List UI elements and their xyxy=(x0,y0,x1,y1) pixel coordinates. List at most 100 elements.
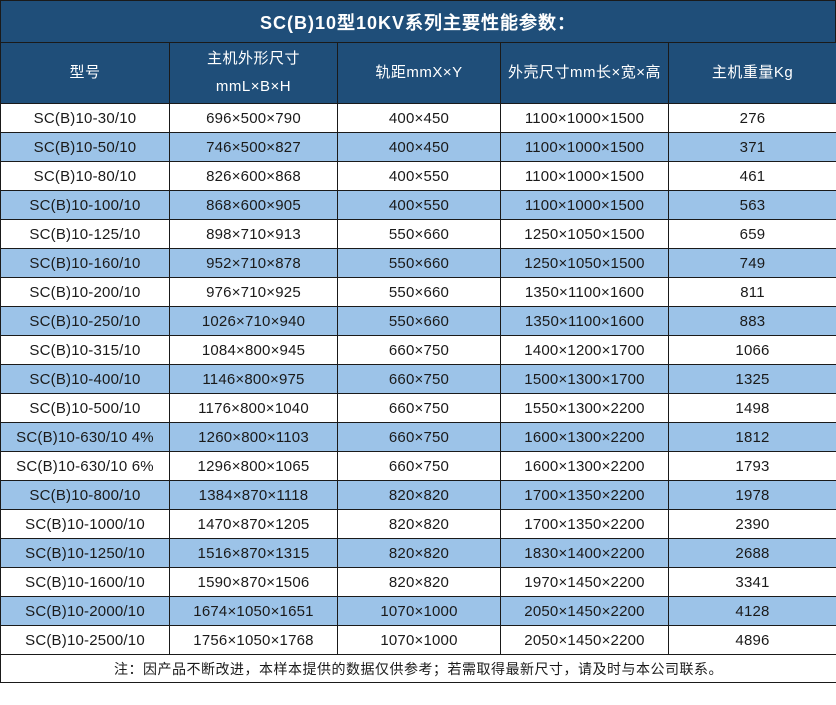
table-row: SC(B)10-200/10 976×710×925 550×660 1350×110… xyxy=(0,277,836,307)
table-cell: SC(B)10-2000/10 xyxy=(0,596,170,626)
table-cell: 461 xyxy=(668,161,836,191)
table-cell: 952×710×878 xyxy=(169,248,338,278)
table-cell: 1070×1000 xyxy=(337,625,501,655)
note-row: 注：因产品不断改进，本样本提供的数据仅供参考；若需取得最新尺寸，请及时与本公司联… xyxy=(0,654,836,683)
table-cell: 1260×800×1103 xyxy=(169,422,338,452)
table-cell: 2688 xyxy=(668,538,836,568)
table-body: SC(B)10-30/10 696×500×790 400×450 1100×1000… xyxy=(0,103,836,655)
table-cell: 1384×870×1118 xyxy=(169,480,338,510)
table-cell: 1400×1200×1700 xyxy=(500,335,669,365)
table-cell: 1812 xyxy=(668,422,836,452)
table-cell: SC(B)10-400/10 xyxy=(0,364,170,394)
table-cell: 3341 xyxy=(668,567,836,597)
table-cell: 1250×1050×1500 xyxy=(500,248,669,278)
table-cell: 1793 xyxy=(668,451,836,481)
table-cell: SC(B)10-800/10 xyxy=(0,480,170,510)
table-cell: 1470×870×1205 xyxy=(169,509,338,539)
table-cell: 1100×1000×1500 xyxy=(500,103,669,133)
table-cell: 2050×1450×2200 xyxy=(500,596,669,626)
table-cell: 820×820 xyxy=(337,480,501,510)
table-cell: 1516×870×1315 xyxy=(169,538,338,568)
table-row: SC(B)10-2500/10 1756×1050×1768 1070×1000 20… xyxy=(0,625,836,655)
table-footer: 注：因产品不断改进，本样本提供的数据仅供参考；若需取得最新尺寸，请及时与本公司联… xyxy=(0,654,836,683)
table-cell: 1325 xyxy=(668,364,836,394)
table-cell: SC(B)10-500/10 xyxy=(0,393,170,423)
table-cell: 1100×1000×1500 xyxy=(500,161,669,191)
table-cell: 1500×1300×1700 xyxy=(500,364,669,394)
table-cell: 563 xyxy=(668,190,836,220)
table-cell: 1498 xyxy=(668,393,836,423)
table-cell: SC(B)10-1600/10 xyxy=(0,567,170,597)
table-cell: SC(B)10-1000/10 xyxy=(0,509,170,539)
table-row: SC(B)10-630/10 4% 1260×800×1103 660×750 160… xyxy=(0,422,836,452)
table-cell: 749 xyxy=(668,248,836,278)
table-cell: 550×660 xyxy=(337,248,501,278)
table-cell: 660×750 xyxy=(337,364,501,394)
table-row: SC(B)10-50/10 746×500×827 400×450 1100×1000… xyxy=(0,132,836,162)
table-cell: 1600×1300×2200 xyxy=(500,422,669,452)
table-row: SC(B)10-80/10 826×600×868 400×550 1100×1000… xyxy=(0,161,836,191)
table-cell: 1970×1450×2200 xyxy=(500,567,669,597)
table-cell: 1176×800×1040 xyxy=(169,393,338,423)
table-header: 型号 主机外形尺寸 mmL×B×H 轨距mmX×Y 外壳尺寸mm长×宽×高 主机重量Kg xyxy=(0,42,836,104)
table-cell: 660×750 xyxy=(337,451,501,481)
table-cell: 660×750 xyxy=(337,422,501,452)
column-header-2: 主机外形尺寸 mmL×B×H xyxy=(169,42,338,104)
table-cell: SC(B)10-125/10 xyxy=(0,219,170,249)
table-cell: 1084×800×945 xyxy=(169,335,338,365)
table-cell: 400×450 xyxy=(337,103,501,133)
column-header-4: 外壳尺寸mm长×宽×高 xyxy=(500,42,669,104)
table-cell: 2050×1450×2200 xyxy=(500,625,669,655)
table-cell: SC(B)10-630/10 6% xyxy=(0,451,170,481)
table-cell: 4896 xyxy=(668,625,836,655)
table-cell: 400×450 xyxy=(337,132,501,162)
table-cell: 4128 xyxy=(668,596,836,626)
table-cell: 976×710×925 xyxy=(169,277,338,307)
table-cell: 1066 xyxy=(668,335,836,365)
table-cell: SC(B)10-1250/10 xyxy=(0,538,170,568)
table-cell: 746×500×827 xyxy=(169,132,338,162)
table-cell: 1026×710×940 xyxy=(169,306,338,336)
table-row: SC(B)10-2000/10 1674×1050×1651 1070×1000 20… xyxy=(0,596,836,626)
table-row: SC(B)10-800/10 1384×870×1118 820×820 1700×1… xyxy=(0,480,836,510)
table-cell: 1700×1350×2200 xyxy=(500,509,669,539)
table-cell: 659 xyxy=(668,219,836,249)
column-header-3: 轨距mmX×Y xyxy=(337,42,501,104)
table-note: 注：因产品不断改进，本样本提供的数据仅供参考；若需取得最新尺寸，请及时与本公司联… xyxy=(0,654,836,683)
table-cell: 660×750 xyxy=(337,393,501,423)
table-cell: 696×500×790 xyxy=(169,103,338,133)
table-cell: 811 xyxy=(668,277,836,307)
table-row: SC(B)10-250/10 1026×710×940 550×660 1350×11… xyxy=(0,306,836,336)
table-cell: 1296×800×1065 xyxy=(169,451,338,481)
table-cell: 1590×870×1506 xyxy=(169,567,338,597)
table-row: SC(B)10-1250/10 1516×870×1315 820×820 1830×… xyxy=(0,538,836,568)
table-row: SC(B)10-1000/10 1470×870×1205 820×820 1700×… xyxy=(0,509,836,539)
table-cell: 1550×1300×2200 xyxy=(500,393,669,423)
table-cell: 550×660 xyxy=(337,219,501,249)
table-cell: 371 xyxy=(668,132,836,162)
table-row: SC(B)10-125/10 898×710×913 550×660 1250×105… xyxy=(0,219,836,249)
table-cell: 400×550 xyxy=(337,161,501,191)
table-cell: 2390 xyxy=(668,509,836,539)
table-cell: 550×660 xyxy=(337,277,501,307)
table-cell: 1830×1400×2200 xyxy=(500,538,669,568)
table-cell: 1600×1300×2200 xyxy=(500,451,669,481)
table-cell: SC(B)10-2500/10 xyxy=(0,625,170,655)
table-row: SC(B)10-30/10 696×500×790 400×450 1100×1000… xyxy=(0,103,836,133)
table-cell: 1250×1050×1500 xyxy=(500,219,669,249)
table-cell: 1146×800×975 xyxy=(169,364,338,394)
table-row: SC(B)10-100/10 868×600×905 400×550 1100×100… xyxy=(0,190,836,220)
table-cell: 898×710×913 xyxy=(169,219,338,249)
table-row: SC(B)10-160/10 952×710×878 550×660 1250×105… xyxy=(0,248,836,278)
table-cell: SC(B)10-50/10 xyxy=(0,132,170,162)
table-cell: 276 xyxy=(668,103,836,133)
table-cell: 1674×1050×1651 xyxy=(169,596,338,626)
table-cell: 550×660 xyxy=(337,306,501,336)
spec-table: 型号 主机外形尺寸 mmL×B×H 轨距mmX×Y 外壳尺寸mm长×宽×高 主机重量Kg… xyxy=(0,42,836,683)
table-cell: 1100×1000×1500 xyxy=(500,132,669,162)
table-cell: SC(B)10-80/10 xyxy=(0,161,170,191)
table-cell: SC(B)10-630/10 4% xyxy=(0,422,170,452)
table-cell: SC(B)10-250/10 xyxy=(0,306,170,336)
table-cell: SC(B)10-100/10 xyxy=(0,190,170,220)
spec-sheet: SC(B)10型10KV系列主要性能参数： 型号 主机外形尺寸 mmL×B×H 轨距… xyxy=(0,0,836,683)
